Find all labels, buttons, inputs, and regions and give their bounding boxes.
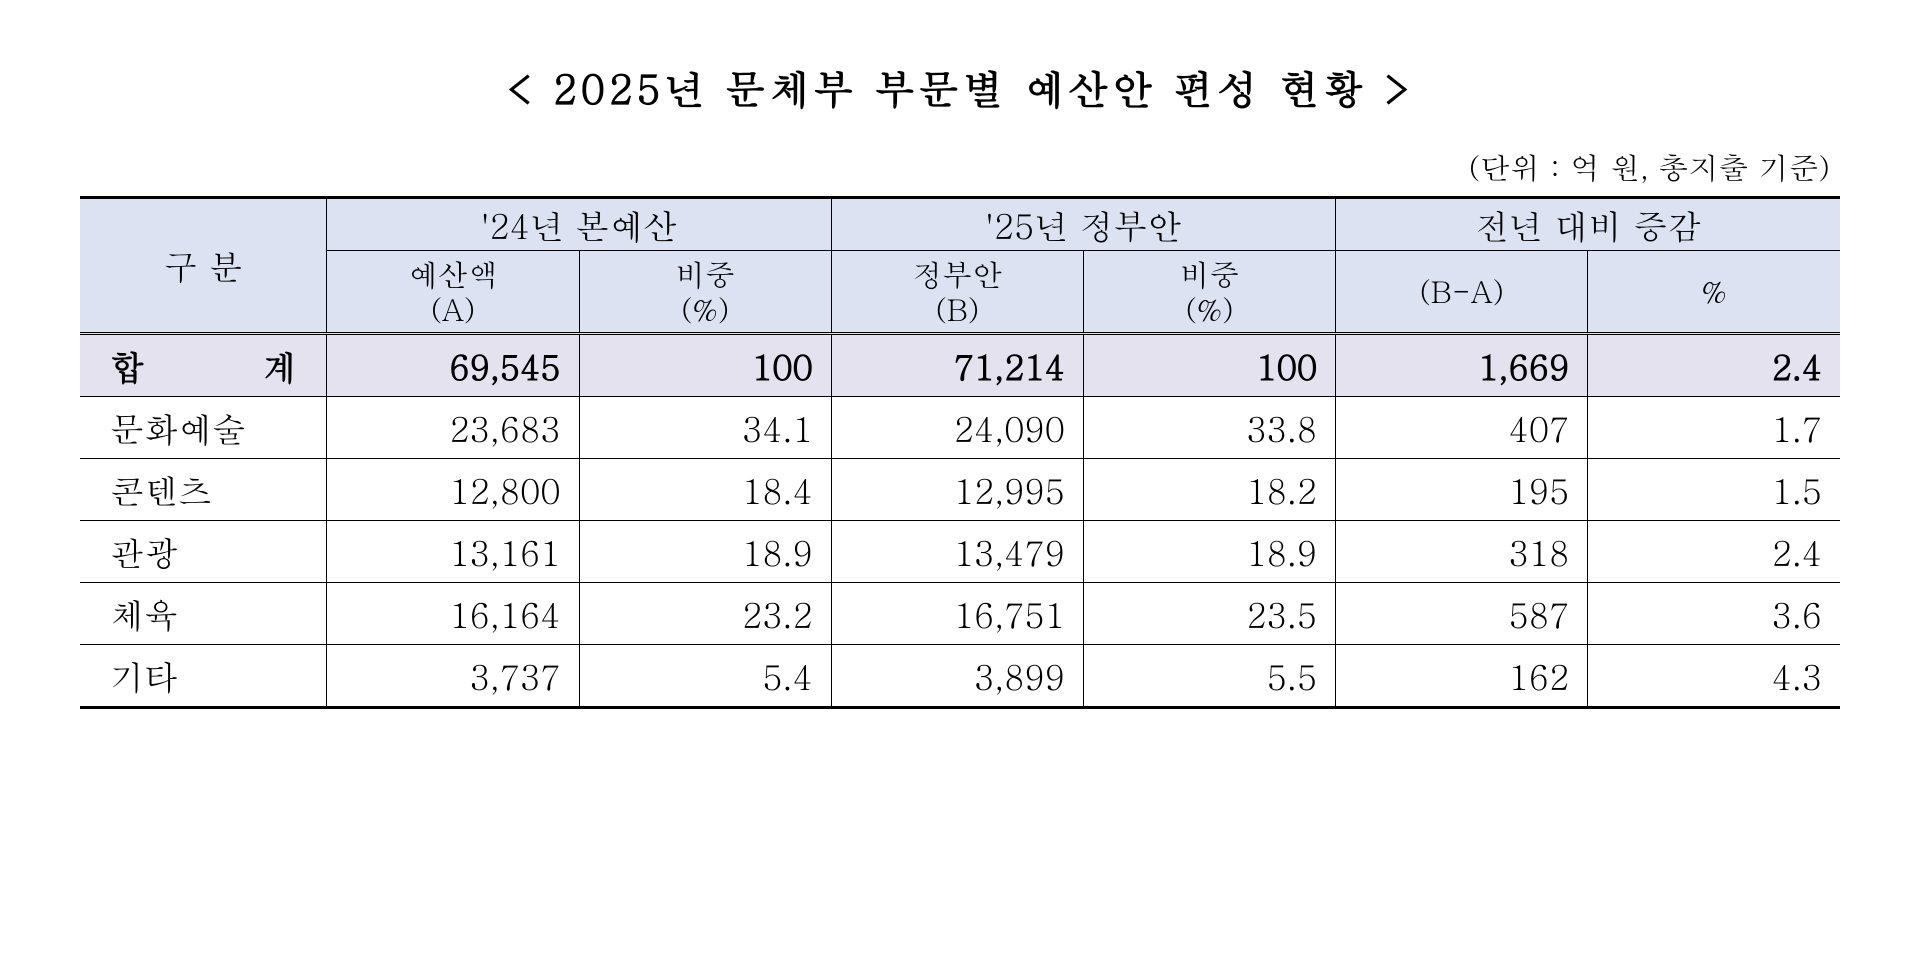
row-pct: 1.5 bbox=[1588, 459, 1840, 521]
row-diff: 407 bbox=[1336, 397, 1588, 459]
row-label: 관광 bbox=[80, 521, 327, 583]
table-row: 콘텐츠 12,800 18.4 12,995 18.2 195 1.5 bbox=[80, 459, 1840, 521]
row-label: 문화예술 bbox=[80, 397, 327, 459]
row-a: 13,161 bbox=[327, 521, 579, 583]
sum-r24: 100 bbox=[579, 334, 831, 397]
row-b: 3,899 bbox=[831, 645, 1083, 708]
hdr-budget-a: 예산액(A) bbox=[327, 251, 579, 334]
row-r25: 18.9 bbox=[1083, 521, 1335, 583]
row-r25: 23.5 bbox=[1083, 583, 1335, 645]
row-diff: 195 bbox=[1336, 459, 1588, 521]
hdr-category: 구 분 bbox=[80, 198, 327, 334]
table-row-sum: 합 계 69,545 100 71,214 100 1,669 2.4 bbox=[80, 334, 1840, 397]
table-row: 문화예술 23,683 34.1 24,090 33.8 407 1.7 bbox=[80, 397, 1840, 459]
row-r25: 5.5 bbox=[1083, 645, 1335, 708]
row-r24: 5.4 bbox=[579, 645, 831, 708]
hdr-gov-b: 정부안(B) bbox=[831, 251, 1083, 334]
row-a: 3,737 bbox=[327, 645, 579, 708]
row-b: 24,090 bbox=[831, 397, 1083, 459]
hdr-group-25: '25년 정부안 bbox=[831, 198, 1335, 251]
row-r24: 23.2 bbox=[579, 583, 831, 645]
row-b: 12,995 bbox=[831, 459, 1083, 521]
sum-r25: 100 bbox=[1083, 334, 1335, 397]
row-diff: 587 bbox=[1336, 583, 1588, 645]
row-b: 13,479 bbox=[831, 521, 1083, 583]
row-a: 12,800 bbox=[327, 459, 579, 521]
row-pct: 1.7 bbox=[1588, 397, 1840, 459]
sum-diff: 1,669 bbox=[1336, 334, 1588, 397]
row-label: 기타 bbox=[80, 645, 327, 708]
row-a: 16,164 bbox=[327, 583, 579, 645]
sum-label: 합 계 bbox=[80, 334, 327, 397]
hdr-diff-ba: (B-A) bbox=[1336, 251, 1588, 334]
hdr-group-24: '24년 본예산 bbox=[327, 198, 831, 251]
row-diff: 162 bbox=[1336, 645, 1588, 708]
hdr-group-diff: 전년 대비 증감 bbox=[1336, 198, 1840, 251]
row-diff: 318 bbox=[1336, 521, 1588, 583]
row-pct: 2.4 bbox=[1588, 521, 1840, 583]
budget-table: 구 분 '24년 본예산 '25년 정부안 전년 대비 증감 예산액(A) 비중… bbox=[80, 196, 1840, 709]
row-r24: 34.1 bbox=[579, 397, 831, 459]
table-title: < 2025년 문체부 부문별 예산안 편성 현황 > bbox=[80, 60, 1840, 116]
sum-a: 69,545 bbox=[327, 334, 579, 397]
hdr-diff-pct: % bbox=[1588, 251, 1840, 334]
sum-pct: 2.4 bbox=[1588, 334, 1840, 397]
unit-note: (단위 : 억 원, 총지출 기준) bbox=[80, 146, 1840, 188]
sum-b: 71,214 bbox=[831, 334, 1083, 397]
hdr-ratio-25: 비중(%) bbox=[1083, 251, 1335, 334]
row-b: 16,751 bbox=[831, 583, 1083, 645]
row-r25: 33.8 bbox=[1083, 397, 1335, 459]
table-row: 관광 13,161 18.9 13,479 18.9 318 2.4 bbox=[80, 521, 1840, 583]
row-pct: 3.6 bbox=[1588, 583, 1840, 645]
row-r25: 18.2 bbox=[1083, 459, 1335, 521]
row-a: 23,683 bbox=[327, 397, 579, 459]
row-r24: 18.9 bbox=[579, 521, 831, 583]
row-r24: 18.4 bbox=[579, 459, 831, 521]
row-label: 콘텐츠 bbox=[80, 459, 327, 521]
hdr-ratio-24: 비중(%) bbox=[579, 251, 831, 334]
row-label: 체육 bbox=[80, 583, 327, 645]
table-row: 기타 3,737 5.4 3,899 5.5 162 4.3 bbox=[80, 645, 1840, 708]
table-row: 체육 16,164 23.2 16,751 23.5 587 3.6 bbox=[80, 583, 1840, 645]
row-pct: 4.3 bbox=[1588, 645, 1840, 708]
